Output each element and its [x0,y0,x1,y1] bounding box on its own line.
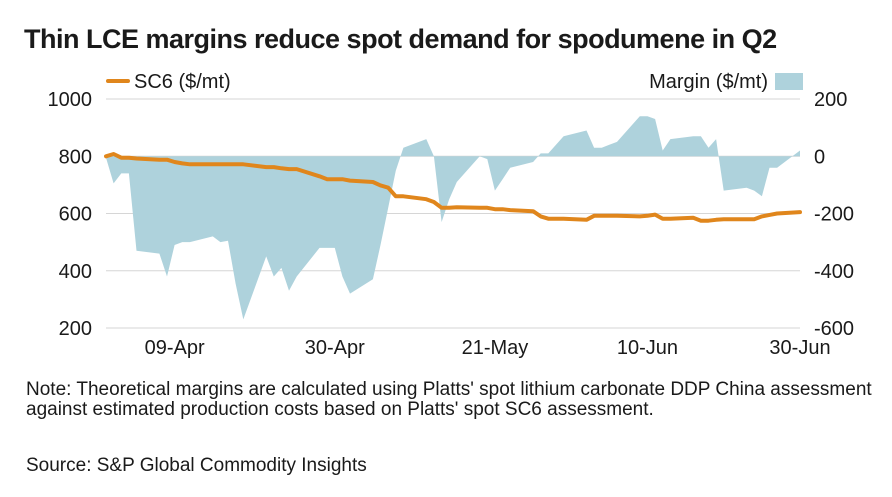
right-tick-label: 200 [814,89,847,111]
right-tick-label: 0 [814,146,825,168]
right-axis-ticks: -600 -400 -200 0 200 [814,89,854,340]
left-tick-label: 200 [59,318,92,340]
x-tick-label: 30-Jun [769,337,830,359]
chart-source: Source: S&P Global Commodity Insights [26,455,367,476]
legend-margin-swatch [775,73,803,90]
chart-note: Note: Theoretical margins are calculated… [26,379,872,420]
left-tick-label: 600 [59,204,92,226]
right-tick-label: -200 [814,204,854,226]
chart-title: Thin LCE margins reduce spot demand for … [24,24,777,54]
x-axis-ticks: 09-Apr 30-Apr 21-May 10-Jun 30-Jun [145,337,831,359]
legend-sc6-label: SC6 ($/mt) [134,71,231,93]
left-tick-label: 800 [59,146,92,168]
x-tick-label: 10-Jun [617,337,678,359]
left-tick-label: 400 [59,261,92,283]
legend-margin-label: Margin ($/mt) [649,71,768,93]
left-tick-label: 1000 [48,89,93,111]
x-tick-label: 30-Apr [305,337,365,359]
sc6-line [104,152,802,223]
sc6-line-layer [104,152,802,223]
x-tick-label: 21-May [462,337,529,359]
legend: SC6 ($/mt) Margin ($/mt) [106,71,803,93]
right-tick-label: -600 [814,318,854,340]
left-axis-ticks: 200 400 600 800 1000 [48,89,93,340]
chart: 200 400 600 800 1000 -600 -400 -200 0 200 09-Apr… [48,71,855,359]
x-tick-label: 09-Apr [145,337,205,359]
right-tick-label: -400 [814,261,854,283]
